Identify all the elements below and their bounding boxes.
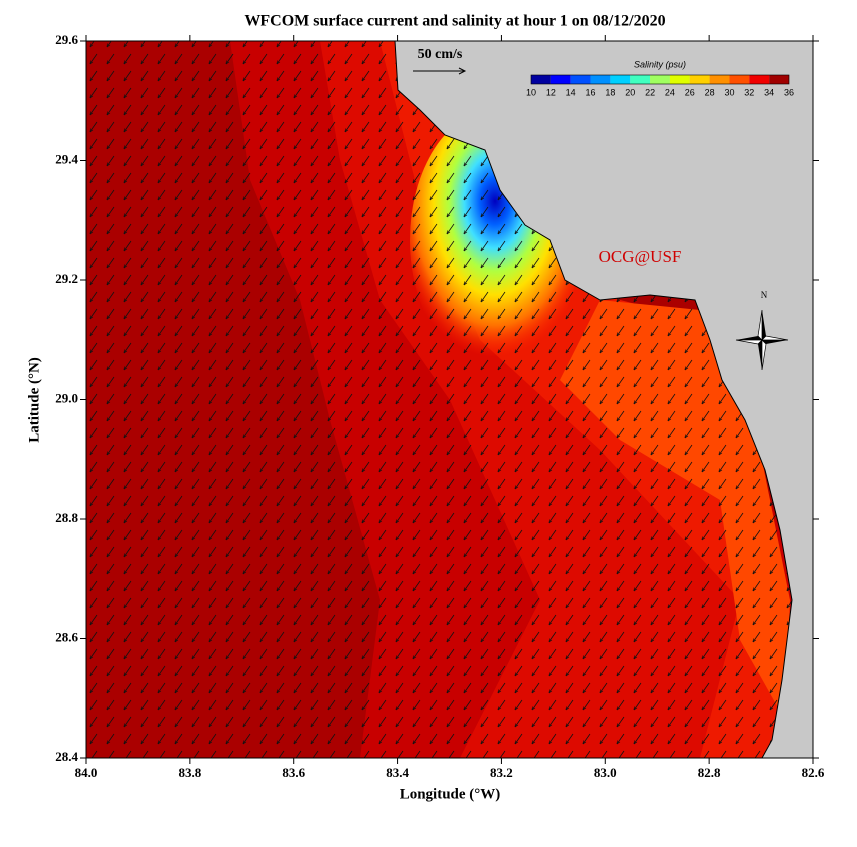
colorbar-cell [650,75,670,84]
colorbar: 10 12 14 16 18 20 22 24 26 28 30 32 34 36 [526,74,794,97]
colorbar-cell [709,75,730,84]
x-axis-label: Longitude (°W) [400,786,501,802]
x-tick-label: 83.2 [490,765,513,780]
colorbar-cell [669,75,690,84]
x-tick-label: 83.0 [594,765,617,780]
colorbar-tick-label: 26 [685,87,695,97]
colorbar-tick-label: 34 [764,87,774,97]
colorbar-cell [769,75,789,84]
y-tick-label: 28.8 [55,510,78,525]
colorbar-tick-label: 14 [566,87,576,97]
x-tick-label: 83.6 [282,765,305,780]
compass [735,309,789,371]
colorbar-cell [550,75,571,84]
y-tick-label: 29.6 [55,32,78,47]
colorbar-tick-label: 24 [665,87,675,97]
y-axis-label: Latitude (°N) [26,357,42,443]
colorbar-cell [630,75,651,84]
axes: 84.0 83.8 83.6 83.4 83.2 83.0 82.8 82.6 28.4 28.6… [55,32,825,780]
colorbar-tick-label: 32 [744,87,754,97]
colorbar-tick-label: 10 [526,87,536,97]
colorbar-tick-label: 18 [605,87,615,97]
credit: OCG@USF [599,247,682,266]
x-tick-label: 82.8 [698,765,721,780]
colorbar-tick-label: 22 [645,87,655,97]
colorbar-tick-label: 30 [724,87,734,97]
compass-label: N [761,290,768,300]
colorbar-tick-label: 16 [586,87,596,97]
x-tick-label: 83.4 [386,765,409,780]
y-tick-label: 28.6 [55,629,78,644]
chart-title: WFCOM surface current and salinity at ho… [244,13,665,30]
colorbar-cell [749,75,770,84]
y-tick-label: 29.0 [55,390,78,405]
x-tick-label: 83.8 [178,765,201,780]
colorbar-cell [729,75,750,84]
colorbar-cell [590,75,611,84]
colorbar-tick-label: 28 [705,87,715,97]
colorbar-tick-label: 20 [625,87,635,97]
colorbar-cell [610,75,631,84]
colorbar-title: Salinity (psu) [634,59,686,69]
colorbar-cell [689,75,710,84]
y-tick-label: 29.4 [55,151,78,166]
x-tick-label: 82.6 [802,765,825,780]
salinity-field [86,41,813,758]
colorbar-cell [531,75,551,84]
scale-label: 50 cm/s [418,47,463,62]
y-tick-label: 28.4 [55,749,78,764]
colorbar-tick-label: 36 [784,87,794,97]
colorbar-cell [570,75,591,84]
scale-arrow [413,67,467,75]
colorbar-frame [530,74,790,85]
y-tick-label: 29.2 [55,271,78,286]
colorbar-tick-label: 12 [546,87,556,97]
x-tick-label: 84.0 [75,765,98,780]
